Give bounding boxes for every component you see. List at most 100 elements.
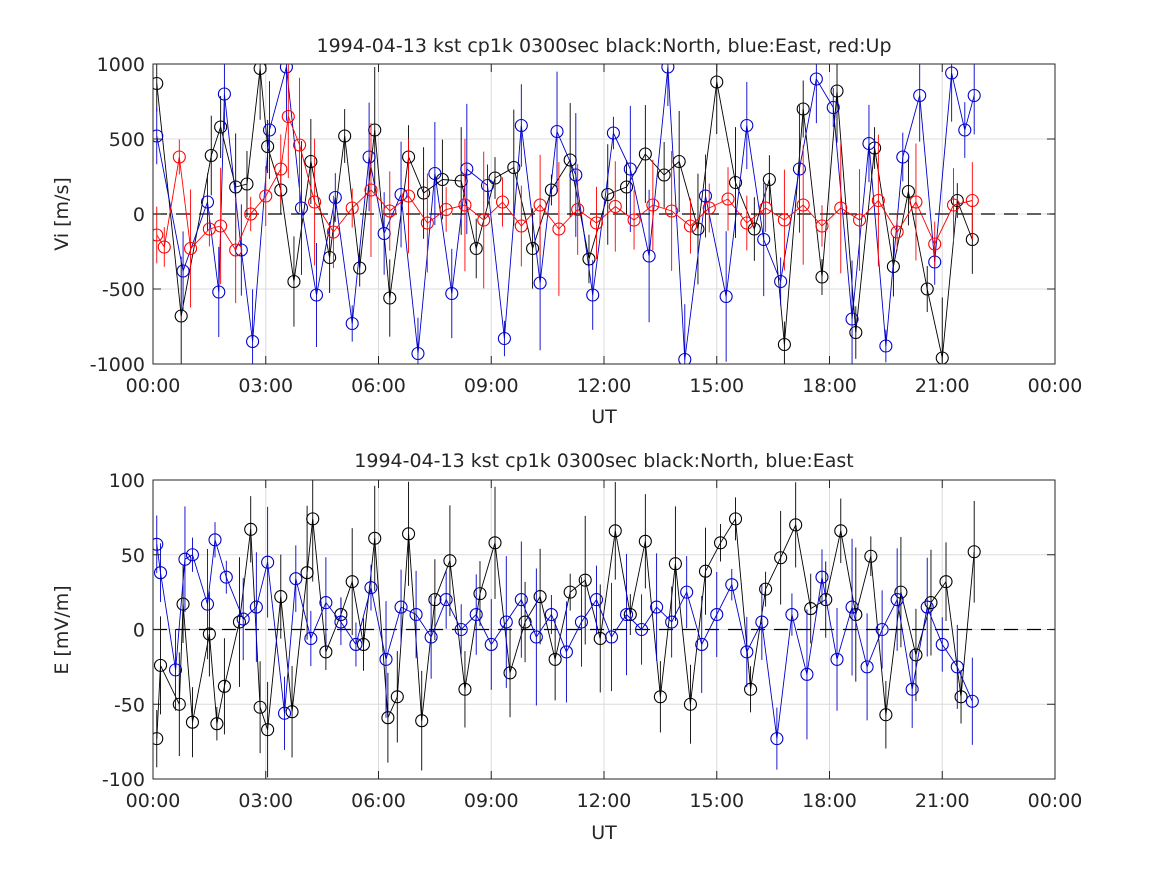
data-point xyxy=(920,600,934,614)
series-east xyxy=(153,64,981,364)
data-point xyxy=(967,545,981,559)
data-point xyxy=(185,715,200,729)
data-point xyxy=(604,630,619,644)
data-point xyxy=(698,564,713,578)
data-point xyxy=(157,240,171,254)
data-point xyxy=(725,578,739,592)
y-tick-label: -500 xyxy=(102,279,145,301)
data-point xyxy=(172,697,186,711)
data-point xyxy=(550,124,564,139)
data-point xyxy=(544,607,558,622)
data-point xyxy=(845,312,859,326)
data-point xyxy=(383,204,397,218)
data-point xyxy=(279,64,293,74)
data-point xyxy=(402,189,416,203)
data-point xyxy=(259,189,273,203)
y-tick-label: -1000 xyxy=(90,354,145,376)
data-point xyxy=(800,667,814,681)
data-point xyxy=(208,533,222,547)
chart-title: 1994-04-13 kst cp1k 0300sec black:North,… xyxy=(316,35,891,57)
x-tick-label: 09:00 xyxy=(464,375,519,397)
data-point xyxy=(678,352,692,364)
data-point xyxy=(619,607,634,622)
data-point xyxy=(548,652,562,666)
data-point xyxy=(390,690,404,704)
data-point xyxy=(939,575,953,589)
data-point xyxy=(862,136,876,151)
data-point xyxy=(819,593,833,607)
data-point xyxy=(153,76,164,91)
x-axis-label: UT xyxy=(591,822,617,844)
data-point xyxy=(394,187,408,202)
data-point xyxy=(928,237,942,251)
x-tick-label: 03:00 xyxy=(238,375,293,397)
data-point xyxy=(789,518,803,532)
data-point xyxy=(792,162,806,176)
data-point xyxy=(796,102,810,116)
data-point xyxy=(334,615,348,629)
data-point xyxy=(830,652,844,666)
x-axis-label: UT xyxy=(591,406,617,428)
y-tick-label: 100 xyxy=(109,470,145,492)
data-point xyxy=(415,714,429,728)
data-point xyxy=(721,192,735,206)
data-point xyxy=(683,219,697,233)
data-point xyxy=(219,570,233,584)
data-point xyxy=(277,706,292,720)
data-point xyxy=(477,213,491,227)
data-point xyxy=(608,524,622,538)
data-point xyxy=(586,288,600,302)
x-tick-label: 06:00 xyxy=(351,375,406,397)
data-point xyxy=(563,585,577,599)
data-point xyxy=(285,705,299,719)
data-point xyxy=(499,615,513,629)
data-point xyxy=(210,717,224,731)
x-tick-label: 09:00 xyxy=(464,790,519,812)
data-point xyxy=(845,600,859,614)
data-point xyxy=(650,600,664,614)
series-line xyxy=(156,539,973,739)
data-point xyxy=(935,637,949,652)
data-point xyxy=(740,118,754,133)
data-point xyxy=(217,87,231,101)
data-point xyxy=(680,585,694,599)
y-tick-label: 500 xyxy=(109,129,145,151)
data-point xyxy=(946,198,961,212)
data-point xyxy=(353,261,367,275)
series-line xyxy=(156,517,975,739)
data-point xyxy=(559,645,573,659)
x-tick-label: 06:00 xyxy=(351,790,406,812)
data-point xyxy=(830,84,844,98)
data-point xyxy=(646,198,660,212)
data-point xyxy=(249,600,263,614)
data-point xyxy=(945,66,959,80)
data-point xyxy=(665,204,679,218)
data-point xyxy=(890,593,904,607)
data-point xyxy=(890,225,904,239)
data-point xyxy=(642,249,656,263)
data-point xyxy=(153,658,168,672)
data-point xyxy=(728,512,743,526)
x-tick-label: 12:00 xyxy=(577,375,632,397)
series-up xyxy=(153,64,979,308)
data-point xyxy=(920,282,934,296)
data-point xyxy=(834,524,848,538)
x-tick-label: 00:00 xyxy=(1028,375,1083,397)
data-point xyxy=(774,551,788,565)
data-layer xyxy=(153,64,981,364)
data-point xyxy=(849,325,863,340)
data-point xyxy=(879,339,893,353)
data-point xyxy=(202,627,216,641)
data-point xyxy=(526,241,540,256)
data-point xyxy=(623,607,637,622)
data-point xyxy=(169,663,183,677)
data-point xyxy=(924,596,938,610)
data-point xyxy=(533,276,547,290)
x-tick-label: 00:00 xyxy=(126,375,181,397)
data-point xyxy=(619,180,634,194)
chart-title: 1994-04-13 kst cp1k 0300sec black:North,… xyxy=(354,450,853,472)
data-point xyxy=(710,607,724,622)
data-point xyxy=(236,612,250,626)
data-point xyxy=(281,109,295,124)
